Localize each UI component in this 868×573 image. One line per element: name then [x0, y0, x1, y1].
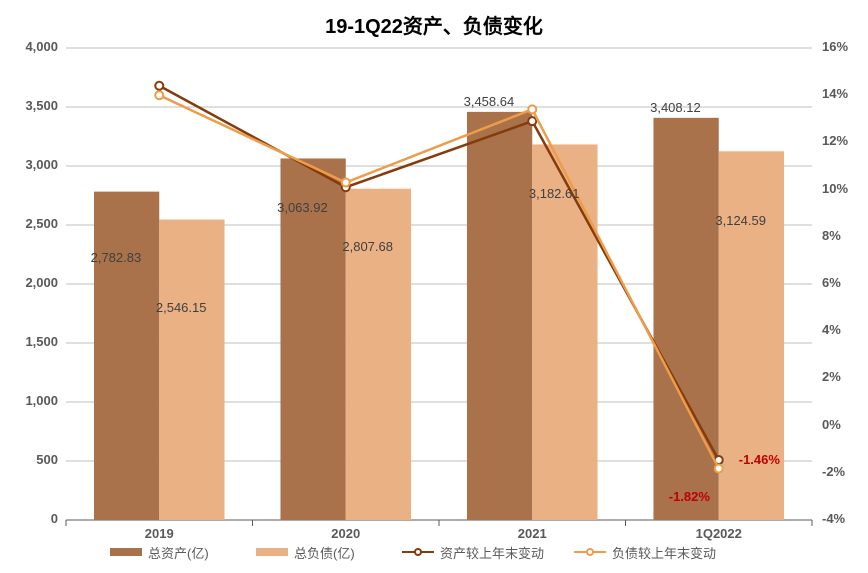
line-value-label: -1.82%: [669, 489, 710, 504]
x-category: 1Q2022: [689, 526, 749, 541]
legend-label: 总资产(亿): [148, 543, 209, 562]
y-left-tick: 500: [36, 452, 58, 467]
y-right-tick: 2%: [822, 369, 841, 384]
y-right-tick: 12%: [822, 133, 848, 148]
y-left-tick: 4,000: [25, 39, 58, 54]
legend-swatch: [256, 548, 288, 556]
combo-chart: 19-1Q22资产、负债变化 05001,0001,5002,0002,5003…: [0, 0, 868, 573]
y-right-tick: -2%: [822, 464, 845, 479]
bar-value-label: 3,182.61: [529, 186, 580, 201]
legend-label: 资产较上年末变动: [440, 543, 544, 562]
x-category: 2020: [316, 526, 376, 541]
legend-swatch: [110, 548, 142, 556]
bar-value-label: 3,124.59: [715, 213, 766, 228]
bar-value-label: 2,782.83: [91, 250, 142, 265]
x-category: 2019: [129, 526, 189, 541]
line-value-label: -1.46%: [739, 452, 780, 467]
y-left-tick: 3,500: [25, 98, 58, 113]
chart-svg: [0, 0, 868, 573]
y-left-tick: 2,000: [25, 275, 58, 290]
legend-marker: [414, 548, 422, 556]
bar-value-label: 2,546.15: [156, 300, 207, 315]
y-right-tick: 4%: [822, 322, 841, 337]
legend-label: 总负债(亿): [294, 543, 355, 562]
bar-value-label: 3,408.12: [650, 100, 701, 115]
y-left-tick: 1,000: [25, 393, 58, 408]
legend-marker: [586, 548, 594, 556]
y-left-tick: 0: [51, 511, 58, 526]
y-right-tick: 0%: [822, 417, 841, 432]
legend-label: 负债较上年末变动: [612, 543, 716, 562]
y-right-tick: 10%: [822, 181, 848, 196]
bar-value-label: 3,458.64: [464, 94, 515, 109]
y-right-tick: -4%: [822, 511, 845, 526]
y-right-tick: 16%: [822, 39, 848, 54]
bar-value-label: 2,807.68: [342, 239, 393, 254]
y-left-tick: 3,000: [25, 157, 58, 172]
x-category: 2021: [502, 526, 562, 541]
y-right-tick: 14%: [822, 86, 848, 101]
y-left-tick: 2,500: [25, 216, 58, 231]
y-right-tick: 6%: [822, 275, 841, 290]
bar-value-label: 3,063.92: [277, 200, 328, 215]
y-right-tick: 8%: [822, 228, 841, 243]
y-left-tick: 1,500: [25, 334, 58, 349]
